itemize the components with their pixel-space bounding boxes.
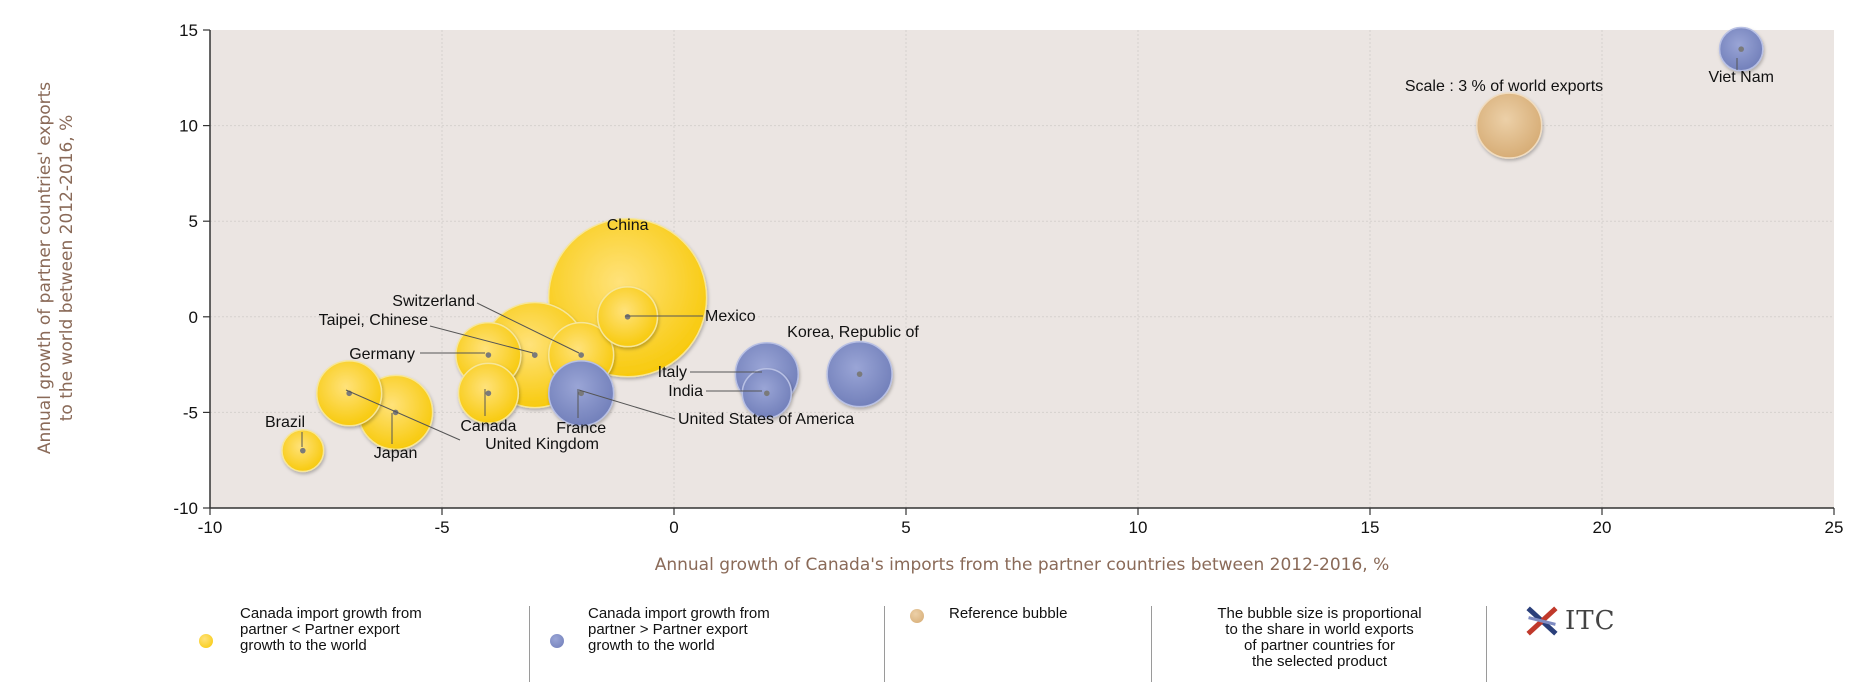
leader-line: [578, 389, 676, 420]
itc-logo: ITC: [1525, 606, 1616, 636]
leader-line: [429, 325, 534, 354]
bubble-center-point: [624, 314, 631, 320]
x-tick-label: 5: [901, 518, 910, 537]
y-axis-title-line2: to the world between 2012-2016, %: [57, 115, 77, 422]
legend-text-line: Canada import growth from: [588, 605, 770, 622]
bubble-label: United States of America: [678, 411, 854, 428]
bubble-label: Germany: [349, 346, 415, 363]
legend-text-line: Reference bubble: [949, 605, 1068, 622]
itc-star-icon: [1526, 606, 1558, 636]
legend-text-line: growth to the world: [588, 637, 715, 654]
chart-legend: Canada import growth from partner < Part…: [190, 606, 1615, 686]
legend-item-import-lower: Canada import growth from partner < Part…: [190, 606, 530, 682]
leader-lines: [301, 58, 1738, 447]
legend-text-line: The bubble size is proportional: [1217, 605, 1422, 622]
legend-text-line: partner < Partner export: [240, 621, 400, 638]
y-tick-label: 0: [189, 308, 198, 327]
bubble-label: India: [668, 383, 703, 400]
bubble-center-point: [856, 371, 863, 377]
legend-item-size-note: The bubble size is proportional to the s…: [1152, 606, 1487, 682]
legend-reference-bubble-icon: [910, 609, 924, 623]
bubble-label: Canada: [460, 418, 516, 435]
y-tick-label: 15: [179, 21, 198, 40]
legend-item-import-higher: Canada import growth from partner > Part…: [530, 606, 885, 682]
legend-blue-bubble-icon: [550, 634, 564, 648]
bubble-center-point: [764, 390, 770, 397]
bubble-label: Taipei, Chinese: [319, 312, 429, 329]
bubble-label: China: [607, 217, 649, 234]
leader-line: [476, 302, 580, 354]
bubble-center-point: [1738, 46, 1744, 52]
x-tick-label: 0: [669, 518, 678, 537]
legend-yellow-bubble-icon: [199, 634, 213, 648]
plot-area: [210, 30, 1834, 508]
legend-text-line: to the share in world exports: [1225, 621, 1414, 638]
y-tick-label: 5: [189, 212, 198, 231]
x-axis-title: Annual growth of Canada's imports from t…: [655, 555, 1390, 575]
y-axis-title-line1: Annual growth of partner countries' expo…: [35, 82, 55, 454]
bubble-label: Italy: [658, 364, 687, 381]
grid-lines: [210, 30, 1834, 508]
bubble-label: United Kingdom: [485, 436, 599, 453]
legend-item-reference: Reference bubble: [885, 606, 1152, 682]
bubble-label: Mexico: [705, 308, 756, 325]
legend-text-line: Canada import growth from: [240, 605, 422, 622]
bubbles: [281, 26, 1764, 473]
leader-line: [345, 389, 461, 441]
bubble-center-point: [578, 390, 584, 397]
bubble-center-point: [300, 447, 306, 454]
bubble: [1476, 92, 1543, 159]
y-tick-label: 10: [179, 117, 198, 136]
x-tick-label: 15: [1361, 518, 1380, 537]
bubble-label: France: [556, 420, 606, 437]
legend-text-line: growth to the world: [240, 637, 367, 654]
bubble-label: Switzerland: [392, 293, 475, 310]
bubble-labels: China United States of America Mexico Germa…: [265, 69, 1774, 462]
itc-logo-text: ITC: [1565, 606, 1616, 636]
x-tick-label: 10: [1129, 518, 1148, 537]
y-tick-label: -5: [183, 403, 198, 422]
x-tick-label: -10: [198, 518, 223, 537]
legend-text-line: the selected product: [1251, 653, 1388, 670]
axes: -10 -5 0 5 10 15 20 25 -10 -5 0 5 10 15: [173, 21, 1843, 537]
bubble-label: Japan: [374, 445, 418, 462]
bubble-label: Brazil: [265, 414, 305, 431]
legend-text-line: of partner countries for: [1244, 637, 1395, 654]
bubble-center-point: [485, 352, 492, 358]
x-tick-label: 20: [1593, 518, 1612, 537]
bubble-label: Viet Nam: [1708, 69, 1774, 86]
y-tick-label: -10: [173, 499, 198, 518]
bubble-center-point: [578, 352, 584, 358]
x-tick-label: 25: [1825, 518, 1844, 537]
reference-label: Scale : 3 % of world exports: [1405, 78, 1603, 95]
legend-text-line: partner > Partner export: [588, 621, 748, 638]
bubble-center-point: [532, 352, 538, 358]
legend-logo-cell: ITC: [1487, 606, 1615, 682]
bubble-center-point: [485, 390, 492, 397]
bubble-label: Korea, Republic of: [787, 324, 919, 341]
x-tick-label: -5: [434, 518, 449, 537]
